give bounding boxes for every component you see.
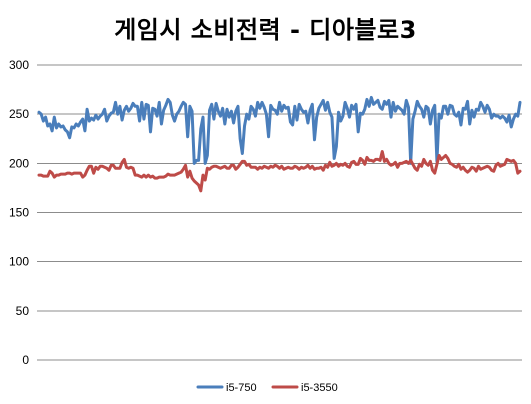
y-tick-label: 100 (9, 255, 29, 269)
chart-title: 게임시 소비전력 - 디아블로3 (114, 16, 417, 44)
y-tick-label: 50 (16, 304, 30, 318)
series-line-i5-3550 (37, 150, 522, 193)
legend-label-i5-3550: i5-3550 (301, 382, 338, 394)
series-line-i5-750 (37, 95, 522, 165)
y-tick-label: 200 (9, 156, 29, 170)
y-tick-label: 300 (9, 58, 29, 72)
y-tick-label: 250 (9, 107, 29, 121)
legend-label-i5-750: i5-750 (226, 382, 257, 394)
y-tick-label: 150 (9, 206, 29, 220)
y-tick-label: 0 (22, 353, 29, 367)
